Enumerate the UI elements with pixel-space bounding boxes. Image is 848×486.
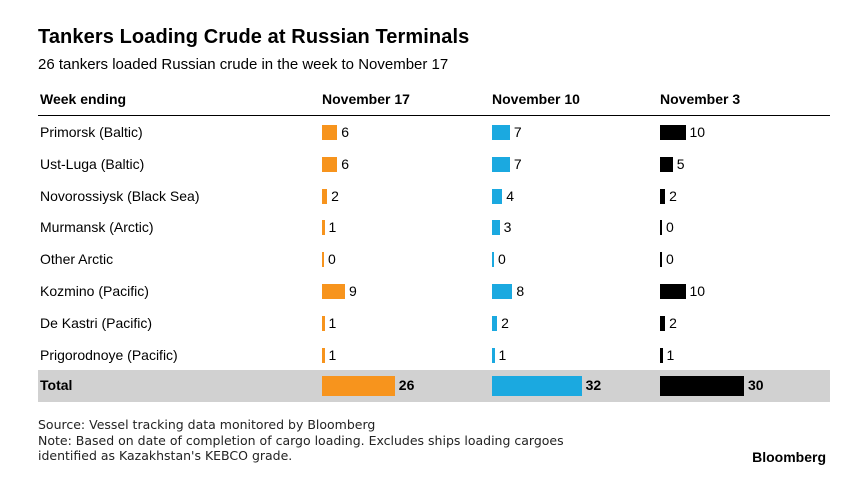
- value-label-nov10: 8: [516, 283, 525, 299]
- bar-nov3: [660, 125, 686, 140]
- total-row: Total 26 32 30: [38, 370, 830, 402]
- table-row: Ust-Luga (Baltic) 6 7 5: [38, 149, 830, 180]
- bar-nov3: [660, 315, 666, 331]
- bar-nov10: [492, 156, 510, 172]
- total-label: Total: [40, 377, 73, 393]
- bar-nov3: [660, 220, 662, 236]
- value-label-nov17: 1: [328, 314, 337, 331]
- bar-nov17: [322, 284, 345, 299]
- value-label-nov10: 1: [498, 346, 507, 363]
- value-label-nov17: 2: [331, 187, 339, 204]
- value-label-nov3: 0: [666, 251, 674, 268]
- bar-nov17: [322, 156, 338, 172]
- value-label-nov17: 9: [348, 283, 357, 299]
- value-label-nov3: 10: [689, 124, 706, 140]
- table-row: Novorossiysk (Black Sea) 2 4 2: [38, 181, 830, 212]
- bar-nov10: [492, 125, 510, 140]
- value-label-nov3: 30: [748, 377, 764, 393]
- table-row: Murmansk (Arctic) 1 3 0: [38, 212, 830, 243]
- table-row: Primorsk (Baltic) 6 7 10: [38, 117, 830, 148]
- column-header-nov3: November 3: [660, 91, 741, 107]
- bar-nov17: [322, 315, 325, 331]
- bar-nov10: [492, 347, 495, 363]
- table-row: Prigorodnoye (Pacific) 1 1 1: [38, 340, 830, 371]
- source-note: Source: Vessel tracking data monitored b…: [38, 417, 376, 432]
- bar-nov3: [660, 156, 673, 172]
- bar-nov3: [660, 252, 662, 268]
- column-header-nov17: November 17: [322, 91, 410, 107]
- value-label-nov17: 1: [328, 219, 337, 236]
- bar-nov17: [322, 347, 325, 363]
- row-label: Murmansk (Arctic): [40, 219, 154, 236]
- bar-nov3: [660, 376, 744, 396]
- value-label-nov10: 7: [513, 155, 522, 172]
- bar-nov17: [322, 252, 324, 268]
- bar-nov10: [492, 188, 503, 204]
- loading-note: Note: Based on date of completion of car…: [38, 433, 564, 448]
- chart-title: Tankers Loading Crude at Russian Termina…: [38, 26, 470, 48]
- value-label-nov17: 0: [328, 251, 336, 268]
- bar-nov10: [492, 220, 500, 236]
- row-label: Primorsk (Baltic): [40, 124, 143, 140]
- header-rule: [38, 115, 830, 116]
- value-label-nov3: 5: [676, 155, 685, 172]
- value-label-nov17: 1: [328, 346, 337, 363]
- value-label-nov17: 6: [341, 155, 350, 172]
- bar-nov17: [322, 376, 395, 396]
- loading-note-continued: identified as Kazakhstan's KEBCO grade.: [38, 448, 293, 463]
- table-row: Kozmino (Pacific) 9 8 10: [38, 276, 830, 307]
- value-label-nov10: 32: [585, 377, 602, 393]
- row-header-label: Week ending: [40, 91, 127, 107]
- row-label: Other Arctic: [40, 251, 114, 268]
- table-header: Week ending November 17 November 10 Nove…: [38, 89, 830, 115]
- table-row: Other Arctic 0 0 0: [38, 244, 830, 275]
- row-label: Ust-Luga (Baltic): [40, 155, 145, 172]
- bar-nov3: [660, 284, 686, 299]
- value-label-nov10: 3: [503, 219, 512, 236]
- bar-nov17: [322, 188, 328, 204]
- bar-nov10: [492, 376, 582, 396]
- value-label-nov3: 10: [689, 283, 706, 299]
- value-label-nov3: 1: [666, 346, 675, 363]
- row-label: Prigorodnoye (Pacific): [40, 346, 178, 363]
- value-label-nov3: 2: [669, 187, 677, 204]
- chart-subtitle: 26 tankers loaded Russian crude in the w…: [38, 56, 449, 73]
- bar-nov10: [492, 315, 498, 331]
- value-label-nov10: 0: [498, 251, 506, 268]
- value-label-nov3: 0: [666, 219, 674, 236]
- row-label: De Kastri (Pacific): [40, 314, 153, 331]
- value-label-nov17: 6: [341, 124, 350, 140]
- row-label: Kozmino (Pacific): [40, 283, 149, 299]
- value-label-nov17: 26: [398, 377, 415, 393]
- value-label-nov10: 7: [513, 124, 522, 140]
- bloomberg-logo: Bloomberg: [752, 449, 826, 465]
- table-row: De Kastri (Pacific) 1 2 2: [38, 308, 830, 339]
- bar-nov10: [492, 252, 494, 268]
- bar-nov3: [660, 347, 663, 363]
- column-header-nov10: November 10: [492, 91, 580, 107]
- value-label-nov10: 4: [506, 187, 514, 204]
- bar-nov17: [322, 125, 338, 140]
- row-label: Novorossiysk (Black Sea): [40, 187, 200, 204]
- bar-nov10: [492, 284, 513, 299]
- value-label-nov3: 2: [669, 314, 677, 331]
- bar-nov17: [322, 220, 325, 236]
- value-label-nov10: 2: [501, 314, 509, 331]
- bar-nov3: [660, 188, 666, 204]
